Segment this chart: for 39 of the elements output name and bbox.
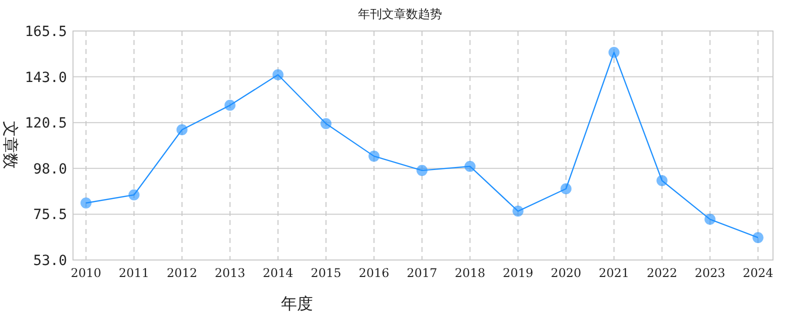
chart-title: 年刊文章数趋势 <box>358 7 442 21</box>
point <box>128 189 140 200</box>
x-tick-label: 2016 <box>358 266 390 280</box>
x-tick-label: 2019 <box>502 266 534 280</box>
point <box>176 124 188 136</box>
point <box>80 198 92 209</box>
x-tick-label: 2014 <box>262 266 294 280</box>
x-tick-label: 2013 <box>214 266 246 280</box>
x-tick-label: 2021 <box>598 266 630 280</box>
point <box>560 183 572 194</box>
x-tick-label: 2012 <box>166 266 198 280</box>
point <box>224 100 236 111</box>
y-tick-label: 75.5 <box>33 207 67 224</box>
x-tick-label: 2023 <box>694 266 726 280</box>
y-tick-label: 165.5 <box>24 24 67 40</box>
point <box>704 214 716 225</box>
point <box>368 150 380 162</box>
x-tick-label: 2017 <box>406 266 438 280</box>
x-tick-label: 2024 <box>742 266 774 280</box>
x-tick-label: 2011 <box>118 266 150 280</box>
point <box>416 164 428 176</box>
point <box>608 46 620 58</box>
x-tick-label: 2020 <box>550 266 582 280</box>
point <box>512 206 524 217</box>
x-tick-label: 2022 <box>646 266 678 280</box>
point <box>272 69 284 80</box>
y-tick-label: 98.0 <box>33 161 67 178</box>
y-tick-label: 53.0 <box>33 253 67 269</box>
point <box>656 175 668 186</box>
y-tick-label: 120.5 <box>24 116 67 132</box>
y-tick-label: 143.0 <box>24 70 67 86</box>
x-tick-label: 2018 <box>454 266 486 280</box>
point <box>752 232 764 244</box>
point <box>464 160 476 172</box>
x-axis-title: 年度 <box>281 294 313 313</box>
x-tick-label: 2010 <box>70 266 102 280</box>
x-tick-label: 2015 <box>310 266 342 280</box>
point <box>320 118 332 130</box>
y-axis-title: 文章数 <box>1 121 20 169</box>
